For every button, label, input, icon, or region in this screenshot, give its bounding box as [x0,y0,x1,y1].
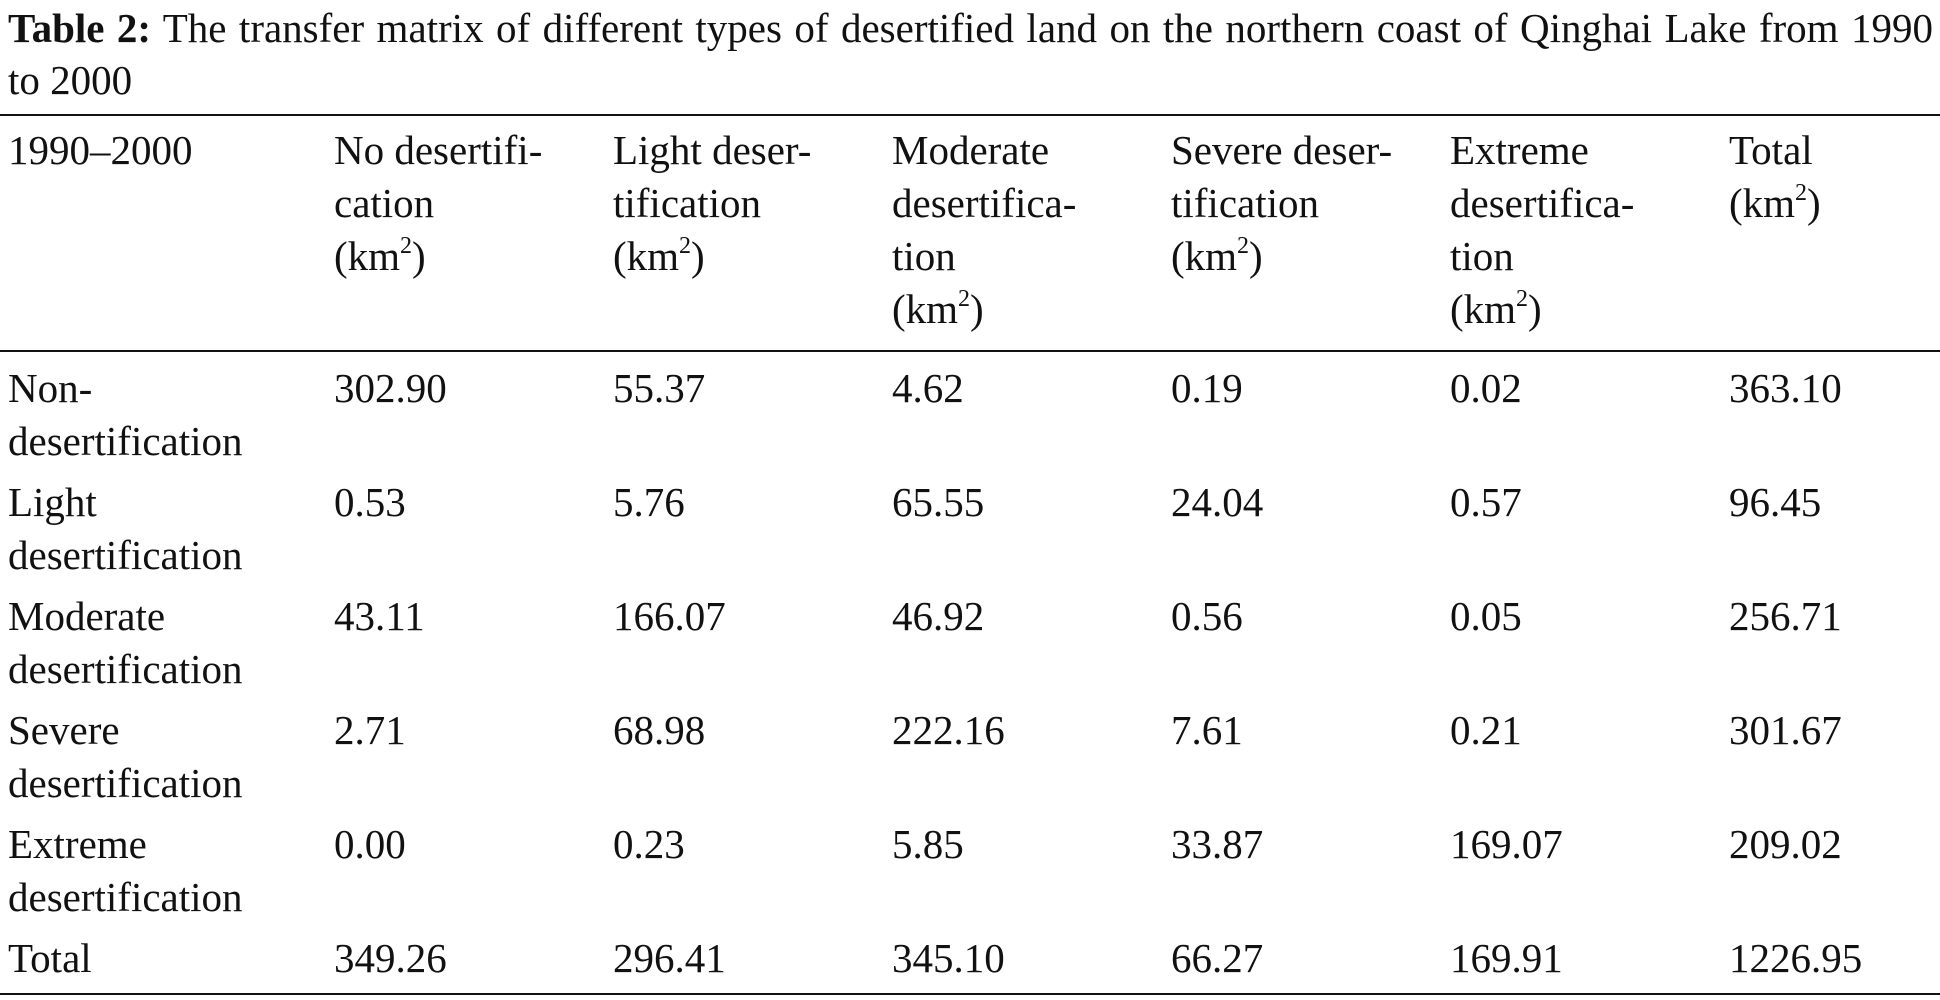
table-cell: 65.55 [892,479,985,525]
table-cell: 66.27 [1171,935,1264,981]
header-column-1: No desertifi- cation (km2) [334,124,542,283]
table-cell: 363.10 [1729,365,1842,411]
table-top-rule [0,114,1940,116]
table-cell: 296.41 [613,935,726,981]
table-cell: 256.71 [1729,593,1842,639]
header-column-text: Light deser- tification (km [613,127,812,279]
table-bottom-rule [0,993,1940,995]
header-column-4: Severe deser- tification (km2) [1171,124,1392,283]
header-column-text: Moderate desertifica- tion (km [892,127,1077,332]
table-cell: 68.98 [613,707,706,753]
table-cell: 345.10 [892,935,1005,981]
unit-superscript: 2 [679,233,692,260]
table-cell: 0.19 [1171,365,1243,411]
unit-superscript: 2 [1516,286,1529,313]
header-column-tail: ) [412,233,426,279]
row-label: Moderate desertification [8,593,243,692]
table-cell: 1226.95 [1729,935,1863,981]
header-column-6: Total (km2) [1729,124,1821,230]
table-cell: 301.67 [1729,707,1842,753]
table-cell: 5.85 [892,821,964,867]
row-label: Non- desertification [8,365,243,464]
header-column-tail: ) [691,233,705,279]
table-cell: 302.90 [334,365,447,411]
table-cell: 0.05 [1450,593,1522,639]
header-column-text: No desertifi- cation (km [334,127,543,279]
table-cell: 166.07 [613,593,726,639]
row-label: Total [8,935,92,981]
table-cell: 4.62 [892,365,964,411]
header-column-tail: ) [1528,286,1542,332]
header-row-label: 1990–2000 [8,127,193,173]
table-cell: 24.04 [1171,479,1264,525]
row-label: Severe desertification [8,707,243,806]
table-cell: 7.61 [1171,707,1243,753]
table-cell: 55.37 [613,365,706,411]
header-column-5: Extreme desertifica- tion (km2) [1450,124,1634,336]
header-column-tail: ) [1807,180,1821,226]
table-cell: 0.56 [1171,593,1243,639]
caption-label: Table 2: [8,5,152,51]
unit-superscript: 2 [1237,233,1250,260]
table-cell: 33.87 [1171,821,1264,867]
unit-superscript: 2 [1795,180,1808,207]
table-cell: 46.92 [892,593,985,639]
table-cell: 169.91 [1450,935,1563,981]
header-column-2: Light deser- tification (km2) [613,124,811,283]
row-label: Extreme desertification [8,821,243,920]
caption-text: The transfer matrix of different types o… [8,5,1933,103]
table-cell: 43.11 [334,593,425,639]
table-cell: 169.07 [1450,821,1563,867]
table-cell: 209.02 [1729,821,1842,867]
header-column-tail: ) [970,286,984,332]
table-cell: 349.26 [334,935,447,981]
header-column-text: Extreme desertifica- tion (km [1450,127,1635,332]
header-column-tail: ) [1249,233,1263,279]
table-cell: 222.16 [892,707,1005,753]
table-cell: 5.76 [613,479,685,525]
table-cell: 0.57 [1450,479,1522,525]
header-column-text: Total (km [1729,127,1813,226]
unit-superscript: 2 [958,286,971,313]
table-cell: 2.71 [334,707,406,753]
table-caption: Table 2: The transfer matrix of differen… [8,2,1933,106]
unit-superscript: 2 [400,233,413,260]
table-cell: 0.02 [1450,365,1522,411]
table-cell: 96.45 [1729,479,1822,525]
table-cell: 0.21 [1450,707,1522,753]
table-cell: 0.53 [334,479,406,525]
table-cell: 0.23 [613,821,685,867]
table-header-rule [0,350,1940,352]
table-cell: 0.00 [334,821,406,867]
header-column-text: Severe deser- tification (km [1171,127,1393,279]
header-column-3: Moderate desertifica- tion (km2) [892,124,1076,336]
row-label: Light desertification [8,479,243,578]
